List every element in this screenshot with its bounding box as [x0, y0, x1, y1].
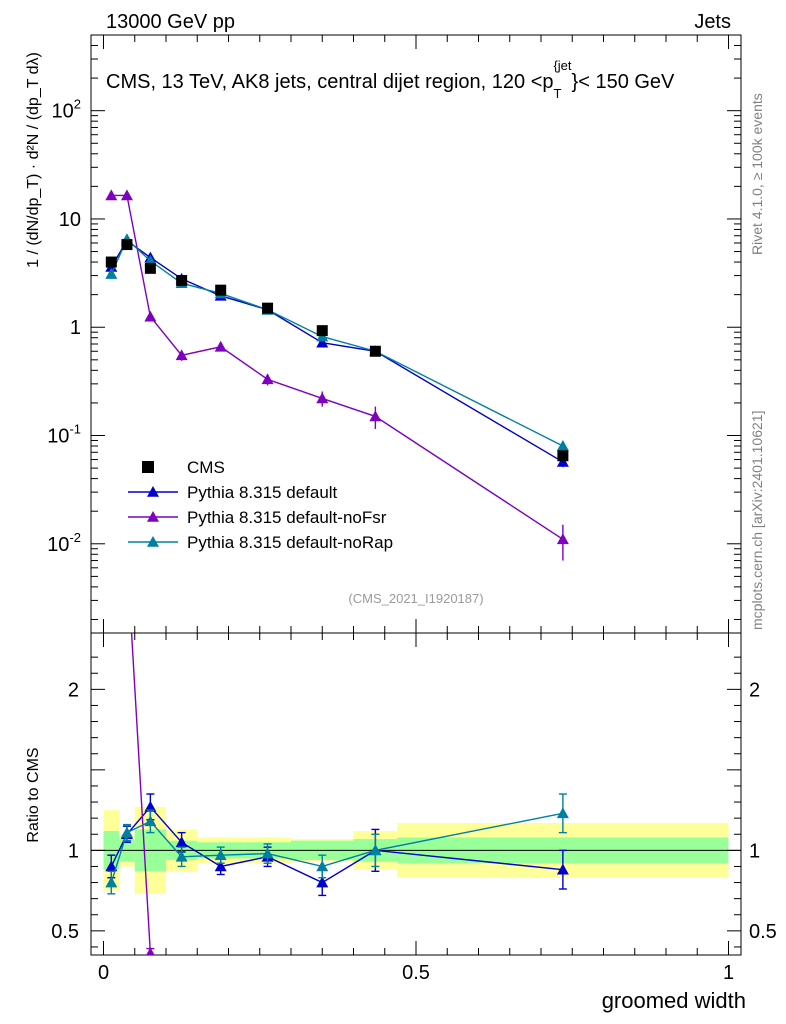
- ratio-point: [556, 863, 569, 875]
- ratio-point: [144, 800, 157, 812]
- plot-title-sup: {jet: [553, 58, 571, 73]
- ratio-y-tick-label: 1: [68, 840, 79, 862]
- ratio-group: [105, 793, 569, 895]
- legend-marker: [147, 486, 159, 497]
- legend-marker: [147, 536, 159, 547]
- cms-data-point: [144, 262, 156, 274]
- data-point: [261, 373, 274, 385]
- legend-label-cms: CMS: [187, 458, 225, 477]
- data-point: [105, 268, 118, 279]
- energy-label: 13000 GeV pp: [106, 11, 235, 33]
- data-point: [144, 310, 157, 322]
- legend-label: Pythia 8.315 default: [187, 483, 338, 502]
- data-point: [120, 189, 133, 201]
- plot-title-prefix: CMS, 13 TeV, AK8 jets, central dijet reg…: [106, 71, 554, 93]
- plot-title-suffix: }< 150 GeV: [572, 71, 676, 93]
- ratio-point: [144, 815, 157, 827]
- cms-data-point: [105, 256, 117, 268]
- ratio-point: [214, 849, 227, 860]
- legend-marker-cms: [142, 461, 154, 473]
- cms-data-point: [215, 284, 227, 296]
- cms-data-point: [369, 345, 381, 357]
- data-point: [556, 533, 569, 545]
- series-pythia-8-315-default: [105, 234, 569, 897]
- x-tick-label: 1: [723, 962, 734, 984]
- data-point: [175, 349, 188, 361]
- ratio-point: [261, 847, 274, 859]
- ratio-line: [130, 633, 154, 955]
- data-point: [556, 440, 569, 451]
- ratio-bands: [91, 806, 741, 894]
- ratio-axis-label: Ratio to CMS: [25, 747, 42, 842]
- data-point: [369, 410, 382, 422]
- y-tick-label: 102: [52, 97, 81, 123]
- data-point: [556, 455, 569, 467]
- ratio-point: [316, 876, 329, 888]
- ratio-y-tick-label: 0.5: [51, 921, 79, 943]
- analysis-id: (CMS_2021_I1920187): [348, 591, 483, 606]
- x-tick-label: 0.5: [402, 962, 430, 984]
- y-tick-label: 10: [59, 209, 81, 231]
- series-layer: [105, 189, 569, 955]
- ratio-point: [105, 876, 118, 888]
- y-tick-label: 1: [70, 317, 81, 339]
- side-label-rivet: Rivet 4.1.0, ≥ 100k events: [749, 93, 765, 255]
- data-point: [214, 340, 227, 352]
- ratio-point: [175, 836, 188, 848]
- ratio-point: [316, 860, 329, 872]
- ratio-panel-frame: [90, 632, 742, 956]
- y-axis-label: 1 / (dN/dp_T) · d²N / (dp_T dλ): [25, 52, 42, 268]
- legend-label: Pythia 8.315 default-noRap: [187, 533, 393, 552]
- ratio-point: [369, 844, 382, 856]
- plot-title-sub: T: [554, 86, 562, 101]
- ratio-y-tick-label: 2: [68, 679, 79, 701]
- category-label: Jets: [694, 11, 731, 33]
- ratio-point: [120, 826, 133, 838]
- ratio-y-tick-label-right: 0.5: [749, 921, 777, 943]
- ratio-point: [214, 860, 227, 872]
- series-pythia-8-315-default-nofsr: [105, 189, 569, 955]
- data-point: [105, 189, 118, 201]
- cms-data-point: [262, 302, 274, 314]
- y-tick-label: 10-2: [47, 530, 81, 556]
- x-tick-label: 0: [98, 962, 109, 984]
- ratio-point: [105, 860, 118, 872]
- y-tick-label: 10-1: [47, 422, 81, 448]
- plot-title: CMS, 13 TeV, AK8 jets, central dijet reg…: [106, 58, 675, 101]
- ratio-y-tick-label-right: 1: [749, 840, 760, 862]
- cms-data-point: [121, 239, 133, 251]
- side-label-mcplots: mcplots.cern.ch [arXiv:2401.10621]: [749, 411, 765, 630]
- data-point: [316, 336, 329, 348]
- ratio-point: [556, 807, 569, 819]
- x-axis-label: groomed width: [602, 988, 746, 1013]
- ratio-point: [146, 947, 155, 955]
- ratio-y-tick-label-right: 2: [749, 679, 760, 701]
- cms-data-point: [557, 450, 569, 462]
- series-line: [110, 238, 564, 447]
- ratio-group: [130, 633, 155, 955]
- ratio-point: [175, 850, 188, 862]
- cms-data-point: [176, 275, 188, 287]
- legend: CMS Pythia 8.315 default Pythia 8.315 defa…: [128, 458, 393, 552]
- cms-data-point: [316, 325, 328, 337]
- data-point: [316, 392, 329, 404]
- legend-marker: [147, 511, 159, 522]
- ticks: 0 0.5 1 10-2 10-1 1 10 102 0.5 0.5 1 1 2 2: [47, 34, 777, 984]
- series-pythia-8-315-default-norap: [105, 233, 569, 895]
- legend-label: Pythia 8.315 default-noFsr: [187, 508, 387, 527]
